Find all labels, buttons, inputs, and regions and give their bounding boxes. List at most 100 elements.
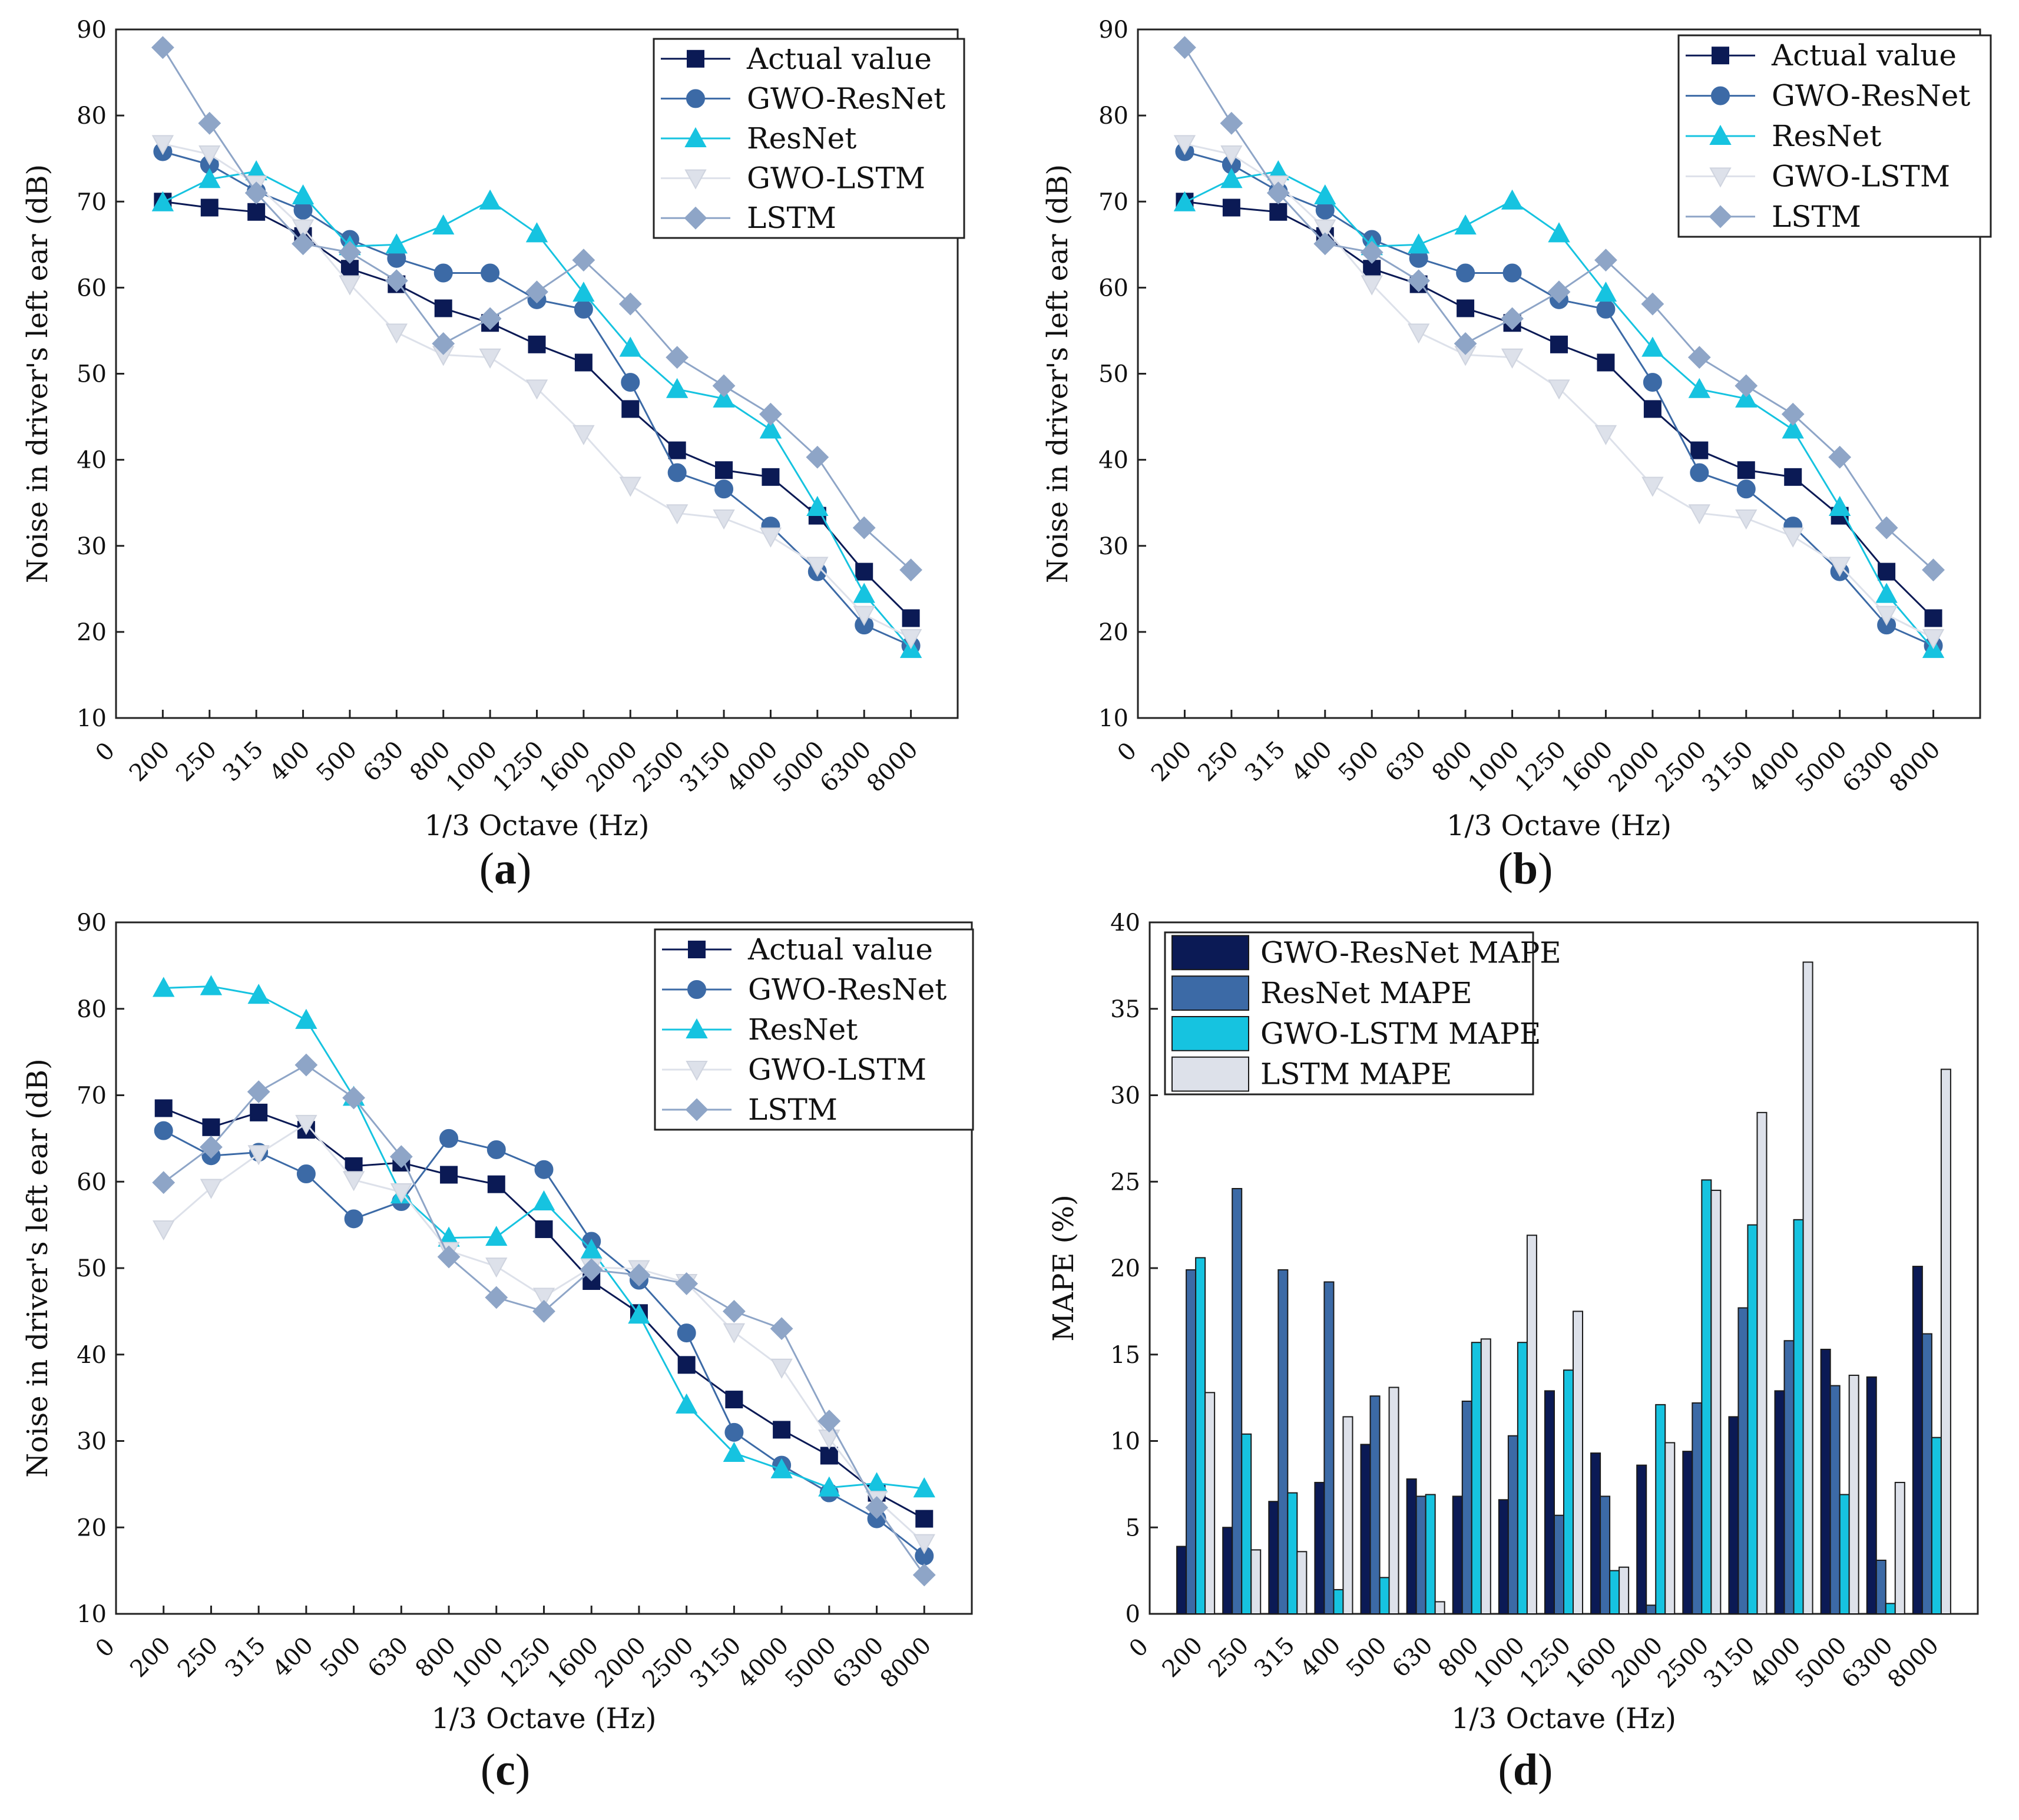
y-tick-label: 40	[1098, 447, 1128, 474]
y-axis-label: Noise in driver's left ear (dB)	[21, 164, 54, 583]
bar	[1526, 1235, 1537, 1615]
data-point	[1875, 516, 1898, 540]
data-point	[1454, 332, 1477, 355]
legend-item-actual-value: Actual value	[1686, 38, 1957, 72]
legend: Actual value GWO-ResNet ResNet GWO-LSTM LSTM	[653, 38, 965, 239]
data-point	[247, 1080, 270, 1104]
x-tick-label: 200	[124, 736, 176, 787]
bar	[1204, 1392, 1216, 1615]
y-tick-label: 30	[1098, 533, 1128, 560]
data-point	[1690, 441, 1709, 459]
data-point	[667, 463, 687, 482]
bar	[1480, 1338, 1491, 1614]
legend-label: ResNet MAPE	[1260, 976, 1472, 1010]
y-axis-label: MAPE (%)	[1047, 1194, 1080, 1341]
data-point	[723, 1441, 746, 1462]
data-point	[572, 249, 595, 272]
data-point	[294, 1053, 318, 1077]
bar	[1296, 1551, 1308, 1615]
data-point	[151, 135, 174, 155]
data-point	[1266, 181, 1290, 205]
legend-label: GWO-ResNet	[1772, 79, 1970, 113]
x-axis-label: 1/3 Octave (Hz)	[424, 809, 649, 842]
legend: Actual value GWO-ResNet ResNet GWO-LSTM LSTM	[654, 928, 974, 1131]
panel-label-c: (c)	[481, 1745, 530, 1795]
data-point	[1550, 335, 1568, 353]
y-tick-label: 80	[77, 102, 107, 130]
y-tick-label: 80	[1098, 102, 1128, 130]
legend-swatch	[1171, 975, 1249, 1011]
data-point	[154, 1099, 173, 1117]
x-axis-label: 1/3 Octave (Hz)	[1447, 809, 1672, 842]
legend-item-actual-value: Actual value	[662, 932, 933, 967]
data-point	[1828, 445, 1852, 469]
y-tick-label: 80	[77, 996, 107, 1023]
data-point	[1360, 241, 1383, 264]
data-point	[1875, 605, 1898, 626]
series-resnet-mape	[1186, 1187, 1932, 1615]
data-point	[618, 292, 642, 316]
data-point	[902, 609, 920, 627]
x-tick-label: 2500	[1650, 736, 1712, 798]
data-point	[1737, 461, 1755, 479]
legend-swatch	[1171, 935, 1249, 971]
x-tick-label: 1000	[1468, 1632, 1530, 1694]
y-tick-label: 35	[1110, 996, 1140, 1023]
data-point	[1922, 629, 1945, 650]
bar	[1415, 1495, 1426, 1614]
data-point	[1222, 198, 1240, 217]
legend-item-gwo-resnet: GWO-ResNet	[661, 81, 945, 115]
data-point	[621, 373, 640, 392]
legend-label: LSTM	[1772, 200, 1861, 234]
data-point	[532, 1288, 555, 1308]
data-point	[1548, 222, 1570, 243]
data-point	[852, 516, 876, 540]
data-point	[899, 629, 922, 650]
legend-label: Actual value	[747, 932, 933, 967]
data-point	[1735, 509, 1757, 530]
data-point	[574, 299, 593, 319]
x-tick-label: 5000	[768, 736, 830, 798]
bar	[1232, 1187, 1243, 1614]
data-point	[479, 189, 501, 210]
bar	[1360, 1444, 1371, 1615]
data-point	[390, 1183, 413, 1203]
bar	[1277, 1269, 1289, 1615]
bar	[1563, 1369, 1574, 1615]
x-tick-label: 6300	[1838, 736, 1899, 798]
legend-marker	[1709, 124, 1732, 145]
series-gwo-resnet	[154, 1121, 934, 1566]
data-point	[770, 1458, 793, 1478]
x-tick-label: 250	[1193, 736, 1244, 787]
bar	[1176, 1546, 1187, 1614]
bar	[1452, 1495, 1463, 1614]
data-point	[385, 269, 408, 293]
bar	[1333, 1589, 1344, 1614]
legend-marker	[687, 49, 704, 68]
y-tick-label: 60	[1098, 274, 1128, 302]
legend-item-lstm: LSTM	[661, 201, 836, 235]
data-point	[853, 583, 875, 603]
x-tick-label: 500	[1341, 1632, 1392, 1683]
data-point	[712, 374, 736, 398]
legend-marker	[684, 206, 707, 230]
data-point	[292, 184, 315, 205]
series-line	[1184, 170, 1934, 650]
data-point	[912, 1563, 936, 1587]
x-tick-label: 315	[1240, 736, 1291, 787]
data-point	[485, 1258, 508, 1278]
x-tick-label: 2500	[1653, 1632, 1715, 1694]
data-point	[1454, 214, 1477, 235]
data-point	[759, 402, 782, 426]
panel-label-b: (b)	[1498, 844, 1553, 894]
data-point	[439, 1129, 459, 1148]
x-tick-label: 0	[91, 1633, 121, 1663]
bar	[1425, 1494, 1436, 1615]
data-point	[666, 378, 689, 398]
data-point	[1784, 468, 1802, 486]
data-point	[478, 307, 502, 330]
bar	[1241, 1433, 1252, 1614]
series-actual-value	[1176, 193, 1942, 627]
x-tick-label: 3150	[1697, 736, 1759, 798]
